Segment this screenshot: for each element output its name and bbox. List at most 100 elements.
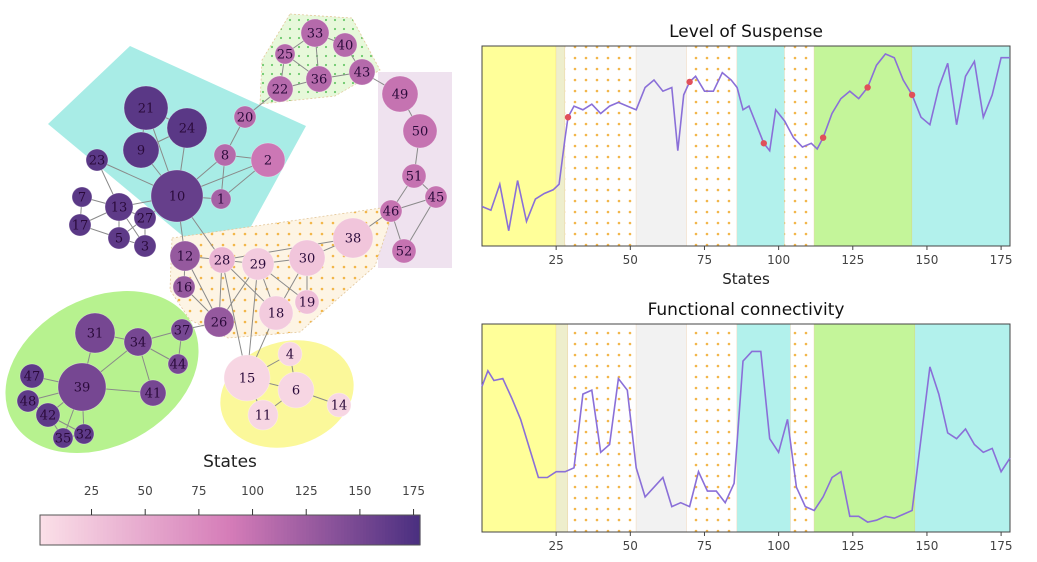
colorbar-cell [40, 515, 44, 545]
colorbar-cell [106, 515, 111, 545]
colorbar-cell [328, 515, 332, 545]
colorbar-cell [179, 515, 184, 545]
colorbar-cell [315, 515, 320, 545]
node-label-36: 36 [311, 73, 328, 88]
node-label-31: 31 [87, 327, 104, 342]
node-42 [35, 402, 61, 428]
group-region-teal [48, 46, 306, 272]
colorbar-cell [359, 515, 364, 545]
colorbar-cell [252, 515, 256, 545]
colorbar-cell [138, 515, 142, 545]
colorbar-cell [141, 515, 146, 545]
node-32 [73, 423, 95, 445]
colorbar-cell [290, 515, 294, 545]
node-label-49: 49 [392, 88, 409, 103]
node-label-52: 52 [396, 245, 413, 260]
colorbar-cell [255, 515, 260, 545]
colorbar-cell [71, 515, 76, 545]
marker-point-4 [864, 84, 871, 91]
colorbar-cell [100, 515, 104, 545]
colorbar-cell [128, 515, 133, 545]
colorbar-cell [268, 515, 272, 545]
node-label-51: 51 [406, 170, 423, 185]
node-16 [172, 275, 196, 299]
node-49 [381, 75, 419, 113]
node-label-25: 25 [277, 48, 294, 63]
colorbar-cell [176, 515, 180, 545]
x-tick-label: 150 [915, 539, 938, 553]
colorbar-cell [372, 515, 377, 545]
colorbar-cell [103, 515, 108, 545]
colorbar-tick-label: 75 [191, 484, 206, 498]
node-label-18: 18 [268, 307, 285, 322]
node-label-6: 6 [292, 384, 300, 399]
node-label-43: 43 [354, 66, 371, 81]
colorbar-cell [353, 515, 358, 545]
colorbar-cell [249, 515, 253, 545]
colorbar-cell [331, 515, 336, 545]
node-17 [68, 213, 92, 237]
node-14 [326, 392, 352, 418]
colorbar-cell [397, 515, 402, 545]
colorbar-cell [182, 515, 187, 545]
colorbar-tick-label: 100 [241, 484, 264, 498]
node-label-14: 14 [331, 399, 348, 414]
node-35 [52, 427, 74, 449]
colorbar-cell [401, 515, 405, 545]
colorbar-cell [81, 515, 85, 545]
node-36 [305, 65, 333, 93]
marker-point-5 [908, 91, 916, 99]
node-label-22: 22 [272, 83, 289, 98]
marker-point-3 [819, 134, 827, 141]
node-label-5: 5 [115, 232, 123, 247]
colorbar-cell [217, 515, 222, 545]
colorbar-cell [369, 515, 374, 545]
region-pattern-2 [565, 46, 637, 246]
marker-point-2 [760, 140, 767, 147]
region-1 [556, 46, 566, 246]
x-tick-label: 100 [767, 539, 790, 553]
region-5 [737, 324, 791, 532]
node-label-33: 33 [307, 27, 324, 42]
colorbar-cell [271, 515, 275, 545]
node-23 [85, 148, 109, 172]
node-52 [391, 238, 417, 264]
node-15 [223, 354, 271, 402]
colorbar-cell [220, 515, 225, 545]
colorbar-cell [201, 515, 206, 545]
node-33 [300, 18, 330, 48]
colorbar-cell [226, 515, 231, 545]
colorbar-cell [188, 515, 193, 545]
node-label-44: 44 [170, 358, 187, 373]
colorbar-cell [195, 515, 199, 545]
colorbar-cell [309, 515, 313, 545]
colorbar-cell [90, 515, 95, 545]
colorbar-cell [410, 515, 415, 545]
colorbar-cell [302, 515, 307, 545]
colorbar-cell [375, 515, 380, 545]
colorbar-cell [160, 515, 165, 545]
plot-frame [481, 323, 1011, 533]
colorbar-cell [287, 515, 291, 545]
colorbar-cell [55, 515, 60, 545]
colorbar-cell [131, 515, 136, 545]
colorbar-cell [347, 515, 351, 545]
region-1 [556, 324, 569, 532]
colorbar-cell [204, 515, 209, 545]
functional-connectivity-chart: 25 50 75 100 125 150 175 Functional connectivit… [481, 300, 1013, 553]
node-label-29: 29 [250, 258, 267, 273]
colorbar-cell [192, 515, 196, 545]
colorbar-cell [46, 515, 51, 545]
colorbar-cell [93, 515, 98, 545]
colorbar-cell [261, 515, 266, 545]
node-label-19: 19 [299, 296, 316, 311]
colorbar-cell [391, 515, 396, 545]
node-47 [19, 363, 45, 389]
node-51 [401, 163, 427, 189]
region-8 [915, 324, 1010, 532]
colorbar-cell [258, 515, 263, 545]
node-6 [277, 371, 315, 409]
colorbar-cell [157, 515, 161, 545]
colorbar-cell [122, 515, 127, 545]
colorbar-cell [296, 515, 301, 545]
